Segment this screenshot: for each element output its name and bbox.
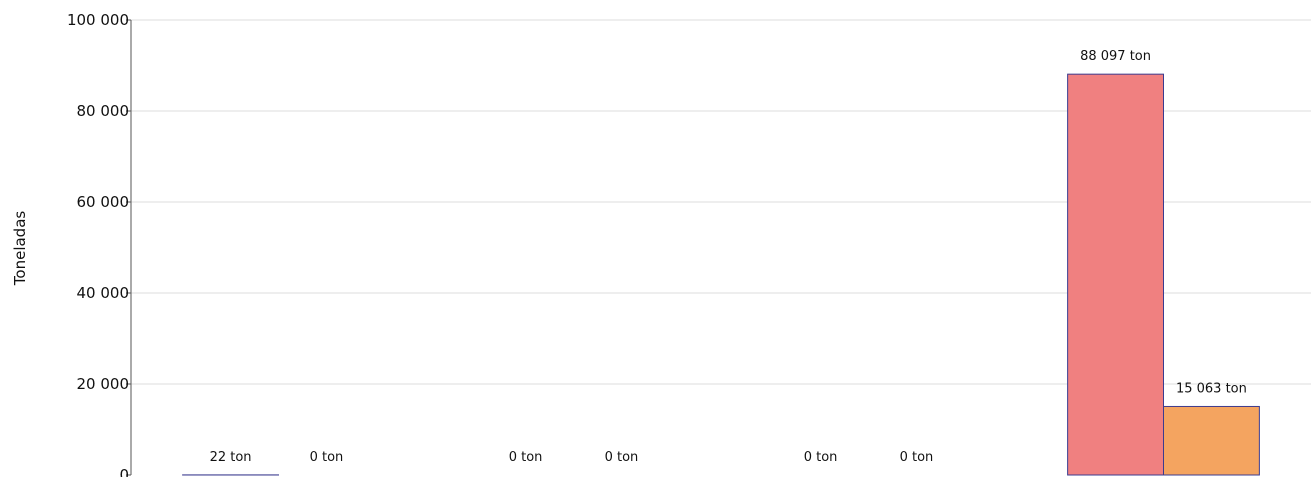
y-tick-label-4: 80 000 [77,102,130,120]
data-label-series1-group1: 0 ton [605,450,639,465]
y-tick-label-0: 0 [119,466,129,477]
y-axis-label: Toneladas [11,211,29,287]
y-tick-label-3: 60 000 [77,193,130,211]
y-tick-label-2: 40 000 [77,284,130,302]
data-label-series0-group0: 22 ton [210,450,252,465]
bar-series0-group3 [1067,73,1164,476]
data-label-series0-group1: 0 ton [509,450,543,465]
data-label-series1-group2: 0 ton [900,450,934,465]
data-label-series0-group3: 88 097 ton [1080,49,1151,64]
y-tick-labels: 0 20 000 40 000 60 000 80 000 100 000 [67,11,131,477]
y-tick-label-1: 20 000 [77,375,130,393]
data-labels: 22 ton 0 ton 0 ton 88 097 ton 0 ton 0 ton 0 to… [210,49,1247,465]
bars [182,73,1260,476]
data-label-series0-group2: 0 ton [804,450,838,465]
bar-series1-group3 [1163,405,1260,476]
y-tick-label-5: 100 000 [67,11,129,29]
data-label-series1-group0: 0 ton [310,450,344,465]
data-label-series1-group3: 15 063 ton [1176,381,1247,396]
